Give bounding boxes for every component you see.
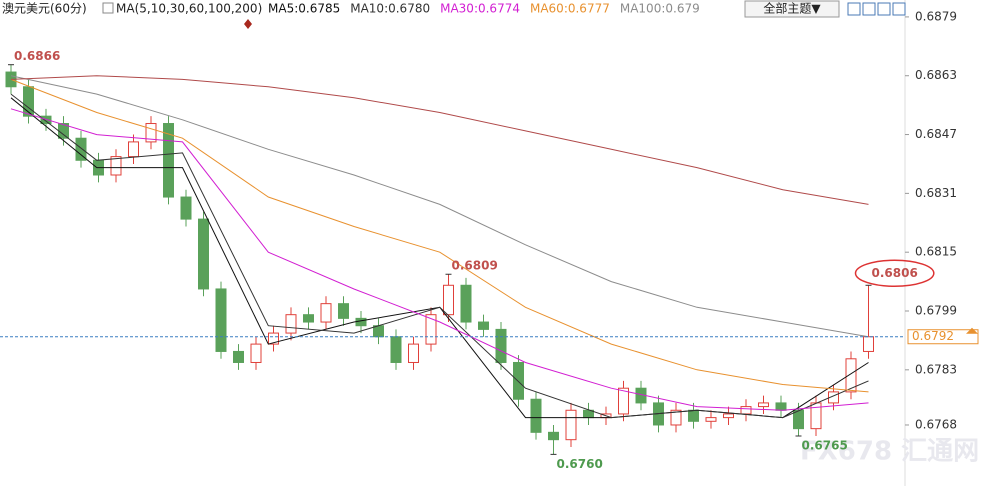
candle-body [705,417,717,422]
y-tick-label: 0.6768 [915,417,957,431]
candle-body [355,317,367,327]
candle-body [618,387,629,415]
candle-body [530,398,542,433]
candle-body [775,402,787,411]
y-tick-label: 0.6799 [915,304,957,318]
ma-line [10,78,869,393]
y-tick-label: 0.6863 [915,68,957,82]
watermark: FX678 汇通网 [800,437,979,467]
candle-body [478,321,489,330]
last-price-box [907,329,979,345]
candle-body [390,336,402,363]
y-tick-label: 0.6879 [915,9,957,23]
y-tick-label: 0.6783 [915,362,957,376]
candle-body [233,350,244,363]
candle-body [75,137,87,161]
toolbar[interactable] [847,2,906,16]
zoom-in[interactable] [847,2,861,16]
candle-body [845,358,857,393]
candle-body [285,314,297,334]
y-tick-label: 0.6831 [915,186,957,200]
candle-body [758,402,769,408]
legend-entry: MA100:0.679 [620,2,700,16]
candle-body [408,343,419,363]
candle-body [443,284,454,316]
candle-body [128,141,139,158]
theme-button[interactable] [744,0,840,18]
y-tick-label: 0.6847 [915,127,957,141]
candle-body [723,413,734,419]
candle-body [320,303,332,323]
left[interactable] [877,2,891,16]
symbol: 澳元美元(60分) [2,2,87,16]
ma-line [10,75,869,338]
candle-body [740,406,752,415]
candle-body [688,409,699,422]
candle-body [863,336,874,352]
candle-body [548,431,559,441]
candle-body [373,325,384,338]
candle-body [180,196,192,220]
candle-body [460,284,472,323]
legend-entry: MA10:0.6780 [350,2,430,16]
candle-body [338,303,349,319]
legend: MA5:0.6785 MA10:0.6780 MA30:0.6774 MA60:0.6… [268,2,700,16]
candle-body [23,86,34,117]
theme-button-label[interactable]: 全部主题▼ [763,1,821,16]
ma-line [10,108,869,411]
ma-icon [102,2,114,14]
candle-body [163,123,174,198]
annotation-circle [854,259,935,288]
legend-entry: MA5:0.6785 [268,2,340,16]
candle-body [110,156,122,176]
legend-entry: MA30:0.6774 [440,2,520,16]
candle-body [145,123,157,143]
zoom-out[interactable] [862,2,876,16]
candle-body [670,409,682,426]
legend-entry: MA60:0.6777 [530,2,610,16]
candle-body [565,409,577,441]
last-price-label: 0.6792 [912,329,954,343]
annotation-label: 0.6765 [802,439,848,453]
annotation-label: 0.6866 [14,49,60,63]
candle-body [425,314,437,345]
candle-body [495,328,507,363]
annotation-label: 0.6806 [872,266,918,280]
candle-body [793,409,804,430]
candle-body [198,218,209,290]
candle-body [303,314,314,323]
annotation-label: 0.6809 [452,259,498,273]
annotation-label: 0.6760 [557,457,603,471]
ma-params: MA(5,10,30,60,100,200) [116,2,262,16]
candle-body [250,343,262,363]
ma-line [10,75,869,205]
candle-body [215,288,227,352]
marker [244,19,252,29]
ma-line [10,93,869,419]
last-price-arrow [966,327,978,334]
y-tick-label: 0.6815 [915,245,957,259]
candle-body [828,391,839,404]
right[interactable] [892,2,906,16]
candle-body [268,332,279,345]
candle-body [513,361,524,400]
